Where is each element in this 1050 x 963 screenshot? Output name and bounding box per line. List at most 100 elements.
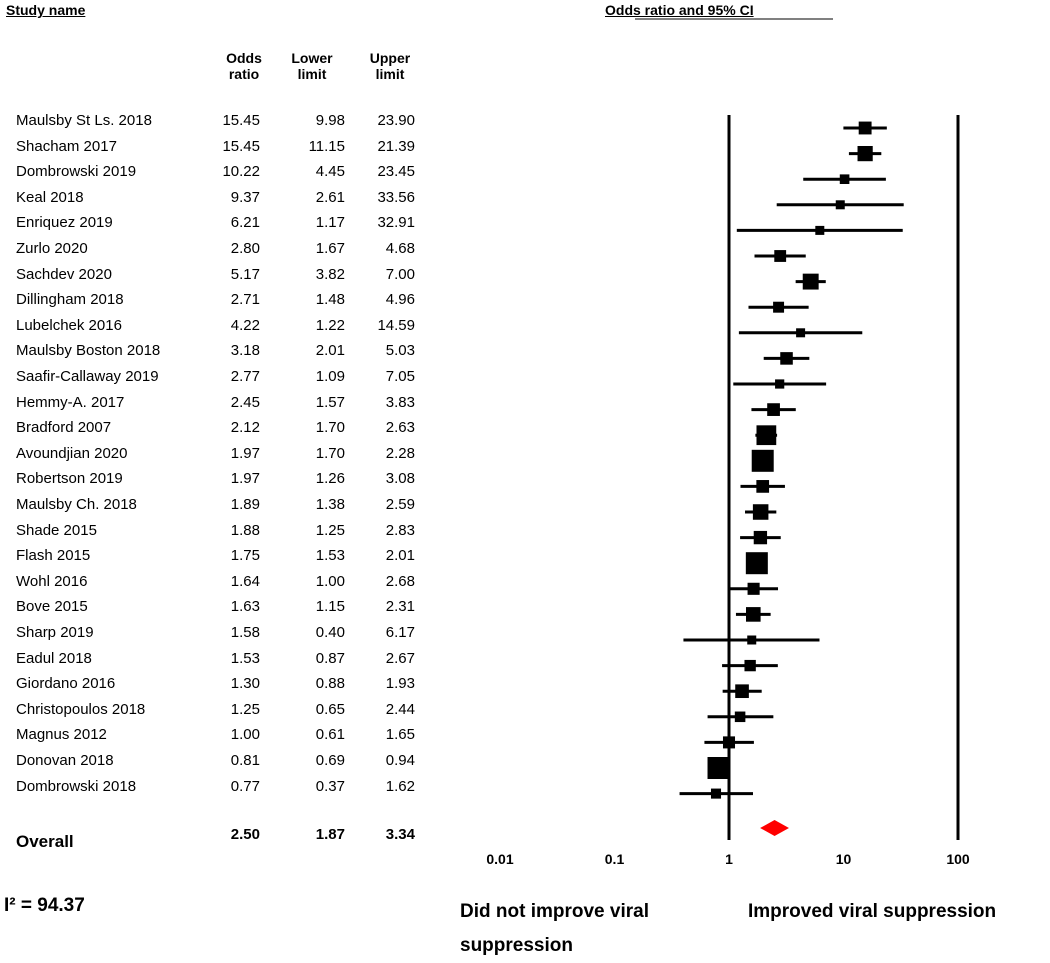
study-upper-value: 0.94 bbox=[385, 752, 415, 769]
study-or-value: 10.22 bbox=[222, 163, 260, 181]
study-upper-value: 2.68 bbox=[385, 572, 415, 590]
study-name: Bradford 2007 bbox=[16, 419, 112, 437]
point-estimate-square bbox=[753, 530, 768, 545]
study-upper-value: 2.28 bbox=[385, 444, 415, 462]
point-estimate-square bbox=[734, 711, 746, 723]
study-name: Bove 2015 bbox=[16, 598, 88, 616]
study-name: Maulsby Boston 2018 bbox=[16, 342, 161, 360]
point-estimate-square bbox=[745, 607, 761, 622]
point-estimate-square bbox=[815, 225, 825, 235]
x-tick-label: 1 bbox=[725, 851, 733, 867]
study-lower-value: 0.37 bbox=[315, 777, 345, 795]
col-header-odds-ratio: Odds ratio bbox=[226, 50, 262, 82]
study-lower-value: 1.48 bbox=[315, 291, 345, 309]
study-or-value: 0.77 bbox=[230, 777, 260, 795]
study-name-header: Study name bbox=[6, 2, 86, 18]
point-estimate-square bbox=[767, 403, 780, 416]
study-or-value: 1.89 bbox=[230, 496, 260, 513]
study-lower-value: 11.15 bbox=[308, 137, 345, 155]
study-name: Donovan 2018 bbox=[16, 752, 114, 769]
study-name: Magnus 2012 bbox=[16, 726, 107, 744]
x-tick-label: 100 bbox=[946, 851, 970, 867]
point-estimate-square bbox=[710, 788, 722, 799]
study-upper-value: 14.59 bbox=[377, 316, 415, 334]
study-upper-value: 2.44 bbox=[385, 700, 415, 718]
study-or-value: 2.77 bbox=[230, 368, 260, 385]
left-direction-label: Did not improve viral suppression bbox=[460, 901, 649, 956]
study-name: Enriquez 2019 bbox=[16, 214, 113, 232]
point-estimate-square bbox=[747, 582, 760, 595]
study-upper-value: 1.65 bbox=[385, 726, 415, 744]
point-estimate-square bbox=[745, 552, 768, 575]
study-or-value: 1.75 bbox=[230, 547, 260, 565]
study-upper-value: 33.56 bbox=[377, 188, 415, 206]
study-upper-value: 32.91 bbox=[377, 214, 415, 232]
study-upper-value: 2.01 bbox=[385, 547, 415, 565]
study-lower-value: 1.22 bbox=[315, 316, 345, 334]
study-name: Sharp 2019 bbox=[16, 624, 94, 641]
study-name: Christopoulos 2018 bbox=[16, 700, 146, 718]
overall-or-value: 2.50 bbox=[230, 826, 260, 843]
study-lower-value: 1.09 bbox=[315, 368, 345, 385]
study-or-value: 1.97 bbox=[230, 444, 260, 462]
point-estimate-square bbox=[858, 121, 872, 135]
study-or-value: 1.97 bbox=[230, 470, 260, 488]
study-or-value: 1.25 bbox=[230, 700, 260, 718]
study-name: Wohl 2016 bbox=[16, 572, 88, 590]
study-or-value: 3.18 bbox=[230, 342, 260, 360]
study-name: Shade 2015 bbox=[16, 521, 97, 539]
point-estimate-square bbox=[839, 174, 850, 185]
point-estimate-square bbox=[775, 379, 785, 389]
point-estimate-square bbox=[751, 449, 774, 472]
study-lower-value: 1.00 bbox=[315, 572, 345, 590]
right-direction-label: Improved viral suppression bbox=[748, 901, 997, 922]
point-estimate-square bbox=[774, 250, 787, 262]
study-lower-value: 2.01 bbox=[315, 342, 345, 360]
study-upper-value: 1.93 bbox=[385, 675, 415, 693]
study-name: Maulsby St Ls. 2018 bbox=[16, 112, 152, 129]
study-or-value: 2.12 bbox=[230, 419, 260, 437]
overall-lower-value: 1.87 bbox=[315, 826, 345, 843]
study-upper-value: 1.62 bbox=[385, 777, 415, 795]
study-or-value: 15.45 bbox=[222, 137, 260, 155]
point-estimate-square bbox=[735, 684, 749, 699]
study-lower-value: 0.69 bbox=[315, 752, 345, 769]
study-or-value: 9.37 bbox=[230, 188, 260, 206]
study-upper-value: 21.39 bbox=[377, 137, 415, 155]
study-lower-value: 1.67 bbox=[315, 240, 345, 257]
x-tick-label: 10 bbox=[836, 851, 852, 867]
study-name: Sachdev 2020 bbox=[16, 265, 112, 283]
study-lower-value: 4.45 bbox=[315, 163, 345, 181]
study-name: Dombrowski 2018 bbox=[16, 777, 137, 795]
point-estimate-square bbox=[722, 736, 736, 749]
study-lower-value: 0.88 bbox=[315, 675, 345, 693]
col-header-lower-limit: Lower limit bbox=[291, 50, 333, 82]
study-or-value: 15.45 bbox=[222, 112, 260, 129]
point-estimate-square bbox=[773, 301, 785, 313]
study-lower-value: 1.15 bbox=[315, 598, 345, 616]
study-upper-value: 5.03 bbox=[385, 342, 415, 360]
study-lower-value: 1.70 bbox=[315, 419, 345, 437]
overall-label: Overall bbox=[16, 832, 74, 851]
point-estimate-square bbox=[796, 328, 806, 338]
overall-upper-value: 3.34 bbox=[385, 826, 415, 843]
study-or-value: 5.17 bbox=[230, 265, 260, 283]
study-upper-value: 4.68 bbox=[385, 240, 415, 257]
study-or-value: 6.21 bbox=[230, 214, 260, 232]
point-estimate-square bbox=[752, 504, 769, 520]
study-or-value: 1.58 bbox=[230, 624, 260, 641]
point-estimate-square bbox=[802, 273, 819, 290]
study-name: Saafir-Callaway 2019 bbox=[16, 368, 159, 385]
point-estimate-square bbox=[756, 425, 777, 446]
study-name: Hemmy-A. 2017 bbox=[16, 393, 125, 411]
study-lower-value: 1.17 bbox=[315, 214, 345, 232]
study-name: Eadul 2018 bbox=[16, 649, 92, 667]
point-estimate-square bbox=[857, 145, 873, 162]
study-name: Dombrowski 2019 bbox=[16, 163, 137, 181]
study-upper-value: 6.17 bbox=[385, 624, 415, 641]
study-or-value: 1.88 bbox=[230, 521, 260, 539]
study-lower-value: 1.57 bbox=[315, 393, 345, 411]
study-lower-value: 9.98 bbox=[315, 112, 345, 129]
study-name: Flash 2015 bbox=[16, 547, 91, 565]
study-or-value: 1.30 bbox=[230, 675, 260, 693]
